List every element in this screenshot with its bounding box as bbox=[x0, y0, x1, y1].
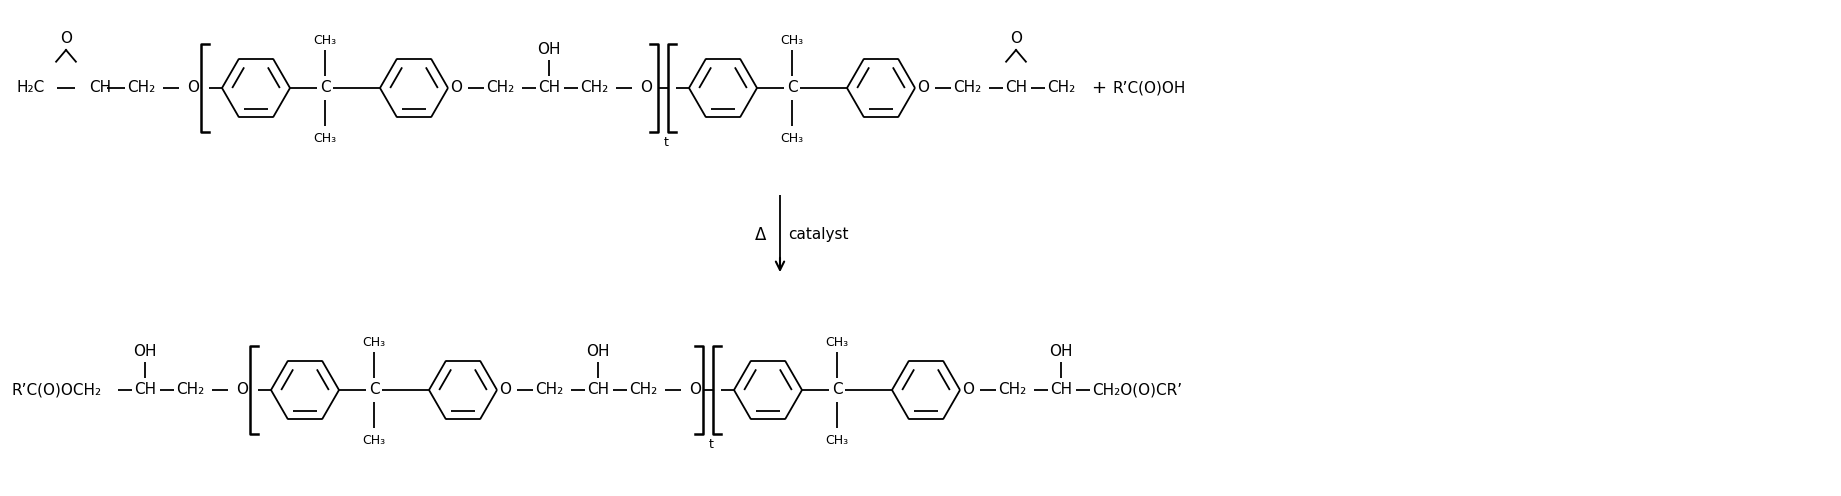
Text: CH₃: CH₃ bbox=[781, 34, 803, 47]
Text: CH₂: CH₂ bbox=[954, 80, 981, 96]
Text: CH₂O(O)CR’: CH₂O(O)CR’ bbox=[1092, 382, 1182, 397]
Text: C: C bbox=[368, 382, 379, 397]
Text: O: O bbox=[689, 382, 701, 397]
Text: CH: CH bbox=[1049, 382, 1071, 397]
Text: CH₂: CH₂ bbox=[580, 80, 608, 96]
Text: +: + bbox=[1092, 79, 1106, 97]
Text: CH: CH bbox=[1005, 80, 1027, 96]
Text: O: O bbox=[449, 80, 462, 96]
Text: OH: OH bbox=[1049, 345, 1073, 360]
Text: CH₃: CH₃ bbox=[313, 131, 337, 144]
Text: C: C bbox=[320, 80, 330, 96]
Text: CH: CH bbox=[134, 382, 156, 397]
Text: H₂C: H₂C bbox=[17, 80, 46, 96]
Text: O: O bbox=[188, 80, 199, 96]
Text: CH₃: CH₃ bbox=[825, 335, 849, 349]
Text: O: O bbox=[499, 382, 512, 397]
Text: CH₂: CH₂ bbox=[1048, 80, 1075, 96]
Text: C: C bbox=[832, 382, 843, 397]
Text: CH₂: CH₂ bbox=[536, 382, 563, 397]
Text: OH: OH bbox=[133, 345, 156, 360]
Text: OH: OH bbox=[538, 43, 562, 58]
Text: CH₃: CH₃ bbox=[363, 335, 385, 349]
Text: t: t bbox=[665, 135, 668, 148]
Text: t: t bbox=[709, 437, 714, 450]
Text: CH₂: CH₂ bbox=[127, 80, 155, 96]
Text: CH₃: CH₃ bbox=[781, 131, 803, 144]
Text: CH₃: CH₃ bbox=[313, 34, 337, 47]
Text: CH₃: CH₃ bbox=[825, 434, 849, 446]
Text: CH: CH bbox=[538, 80, 560, 96]
Text: CH₃: CH₃ bbox=[363, 434, 385, 446]
Text: catalyst: catalyst bbox=[788, 228, 849, 243]
Text: CH₂: CH₂ bbox=[486, 80, 514, 96]
Text: O: O bbox=[1011, 31, 1022, 46]
Text: O: O bbox=[917, 80, 930, 96]
Text: R’C(O)OH: R’C(O)OH bbox=[1114, 80, 1186, 96]
Text: CH: CH bbox=[587, 382, 609, 397]
Text: O: O bbox=[963, 382, 974, 397]
Text: R’C(O)OCH₂: R’C(O)OCH₂ bbox=[13, 382, 101, 397]
Text: O: O bbox=[641, 80, 652, 96]
Text: CH₂: CH₂ bbox=[998, 382, 1025, 397]
Text: O: O bbox=[236, 382, 249, 397]
Text: CH₂: CH₂ bbox=[630, 382, 657, 397]
Text: CH₂: CH₂ bbox=[177, 382, 204, 397]
Text: C: C bbox=[786, 80, 797, 96]
Text: O: O bbox=[61, 31, 72, 46]
Text: CH: CH bbox=[88, 80, 110, 96]
Text: Δ: Δ bbox=[755, 226, 766, 244]
Text: OH: OH bbox=[585, 345, 609, 360]
